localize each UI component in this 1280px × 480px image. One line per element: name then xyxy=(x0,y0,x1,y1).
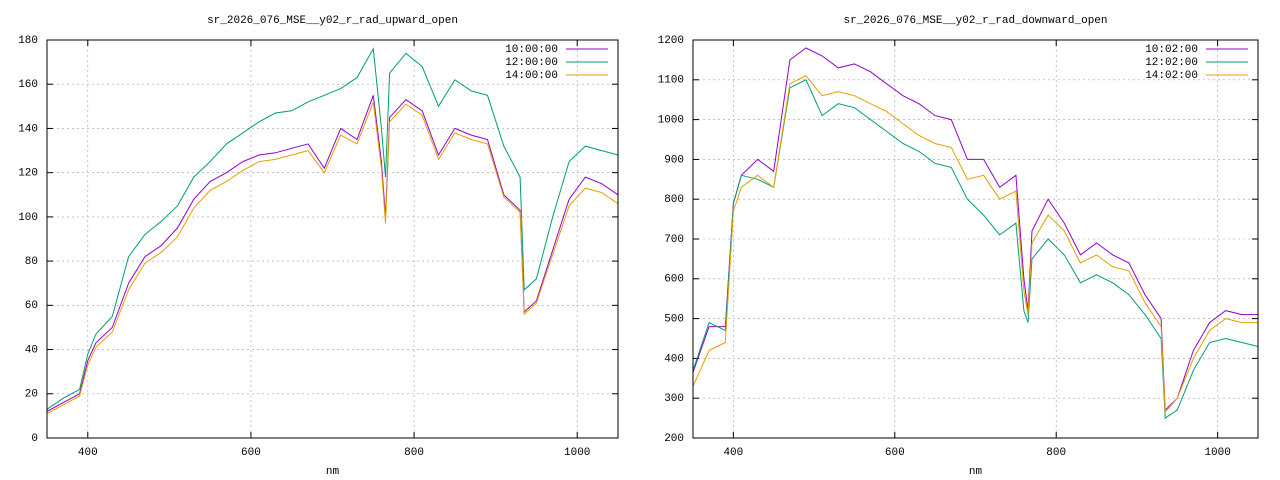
series-line xyxy=(46,101,619,415)
x-tick-label: 1000 xyxy=(564,447,590,459)
x-axis-label: nm xyxy=(969,466,983,478)
series-line xyxy=(46,47,619,410)
y-tick-label: 1000 xyxy=(658,115,684,127)
y-tick-label: 180 xyxy=(18,35,38,47)
y-tick-label: 1100 xyxy=(658,75,684,87)
y-tick-label: 1200 xyxy=(658,35,684,47)
x-tick-label: 400 xyxy=(723,447,743,459)
y-tick-label: 500 xyxy=(664,314,684,326)
legend-label: 10:02:00 xyxy=(1145,44,1198,56)
y-tick-label: 160 xyxy=(18,79,38,91)
y-tick-label: 80 xyxy=(25,256,38,268)
x-tick-label: 400 xyxy=(78,447,98,459)
y-tick-label: 0 xyxy=(31,433,38,445)
legend-label: 14:02:00 xyxy=(1145,70,1198,82)
series-line xyxy=(692,47,1258,412)
legend-label: 12:02:00 xyxy=(1145,57,1198,69)
series-line xyxy=(46,95,619,412)
y-tick-label: 300 xyxy=(664,393,684,405)
y-tick-label: 200 xyxy=(664,433,684,445)
x-tick-label: 800 xyxy=(404,447,424,459)
y-tick-label: 100 xyxy=(18,212,38,224)
legend-label: 10:00:00 xyxy=(505,44,558,56)
plot-frame xyxy=(692,39,1259,439)
x-tick-label: 1000 xyxy=(1204,447,1230,459)
y-tick-label: 60 xyxy=(25,300,38,312)
y-tick-label: 800 xyxy=(664,194,684,206)
x-axis-label: nm xyxy=(326,466,340,478)
legend-label: 14:00:00 xyxy=(505,70,558,82)
y-tick-label: 400 xyxy=(664,353,684,365)
x-tick-label: 600 xyxy=(885,447,905,459)
plot-frame xyxy=(46,39,619,439)
chart-title: sr_2026_076_MSE__y02_r_rad_upward_open xyxy=(207,15,458,27)
y-tick-label: 40 xyxy=(25,344,38,356)
chart-title: sr_2026_076_MSE__y02_r_rad_downward_open xyxy=(843,15,1107,27)
y-tick-label: 900 xyxy=(664,154,684,166)
y-tick-label: 120 xyxy=(18,168,38,180)
x-tick-label: 800 xyxy=(1046,447,1066,459)
y-tick-label: 700 xyxy=(664,234,684,246)
series-line xyxy=(692,75,1258,414)
legend-label: 12:00:00 xyxy=(505,57,558,69)
series-line xyxy=(692,79,1259,419)
y-tick-label: 600 xyxy=(664,274,684,286)
y-tick-label: 140 xyxy=(18,123,38,135)
x-tick-label: 600 xyxy=(241,447,261,459)
y-tick-label: 20 xyxy=(25,389,38,401)
